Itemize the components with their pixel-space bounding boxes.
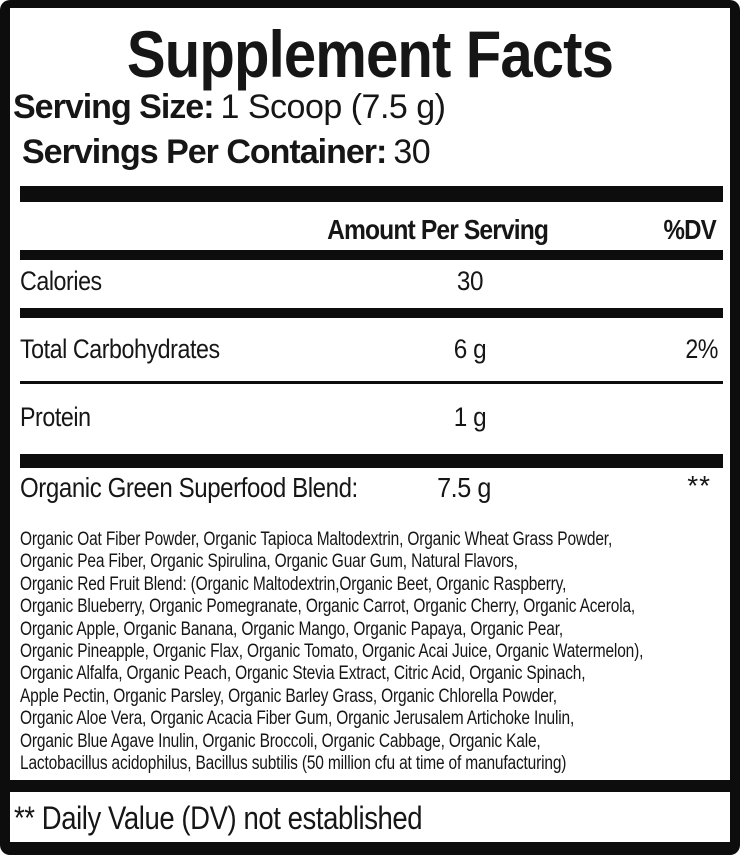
divider-thin	[20, 381, 723, 384]
ingredients-list: Organic Oat Fiber Powder, Organic Tapioc…	[20, 529, 644, 775]
divider-thick-bottom	[10, 780, 730, 792]
row-blend-dv: **	[687, 470, 711, 501]
divider-thick-blend	[20, 454, 723, 468]
column-header-amount: Amount Per Serving	[327, 214, 549, 245]
row-calories-amount: 30	[456, 266, 484, 296]
row-blend-amount: 7.5 g	[437, 472, 491, 503]
divider-medium-1	[20, 250, 723, 260]
row-carbohydrates-name: Total Carbohydrates	[20, 334, 220, 364]
servings-per-container-line: Servings Per Container: 30	[22, 133, 431, 172]
serving-size-line: Serving Size: 1 Scoop (7.5 g)	[13, 88, 446, 127]
row-carbohydrates-dv: 2%	[685, 334, 718, 364]
serving-size-label: Serving Size:	[13, 88, 215, 126]
servings-per-container-value: 30	[393, 133, 431, 171]
divider-thick-top	[20, 186, 723, 202]
serving-size-value: 1 Scoop (7.5 g)	[220, 88, 446, 126]
row-blend-name: Organic Green Superfood Blend:	[20, 472, 358, 503]
row-protein-amount: 1 g	[453, 402, 487, 432]
page-title: Supplement Facts	[126, 17, 614, 91]
row-calories-name: Calories	[20, 266, 102, 296]
daily-value-footnote: ** Daily Value (DV) not established	[14, 800, 423, 836]
row-protein-name: Protein	[20, 402, 91, 432]
row-carbohydrates-amount: 6 g	[453, 334, 487, 364]
divider-medium-2	[20, 308, 723, 318]
servings-per-container-label: Servings Per Container:	[22, 133, 387, 171]
column-header-dv: %DV	[663, 214, 717, 245]
